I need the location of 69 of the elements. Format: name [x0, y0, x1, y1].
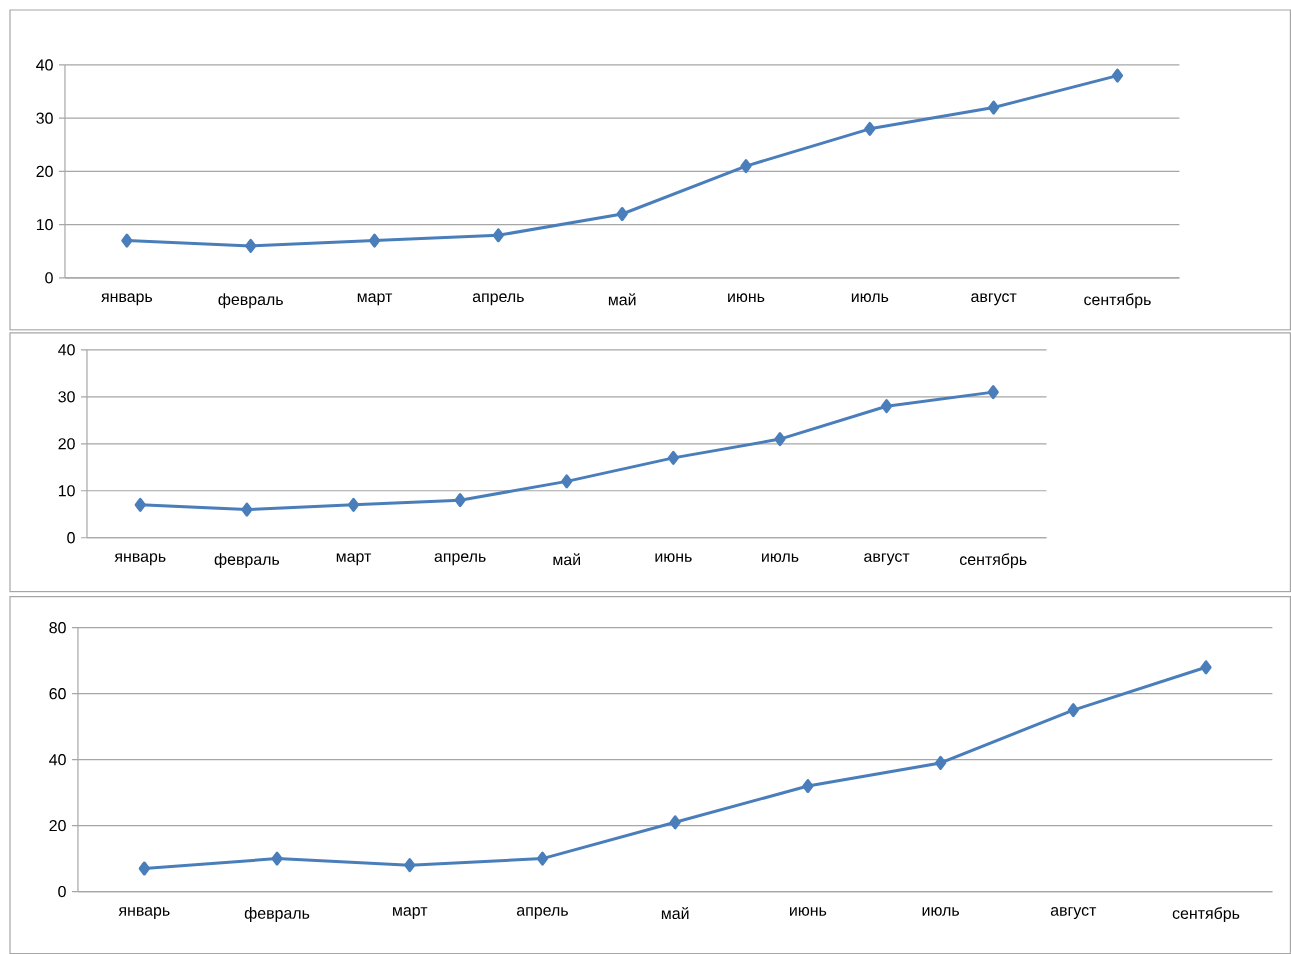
x-tick-label: май [608, 293, 636, 306]
point [740, 159, 752, 174]
y-tick-label: 0 [67, 532, 75, 544]
x-tick-label: сентябрь [1172, 907, 1240, 923]
x-tick-label: август [1050, 907, 1097, 919]
point [1200, 660, 1212, 675]
x-tick-label: сентябрь [1084, 293, 1151, 309]
point [134, 497, 146, 512]
x-tick-label: август [864, 553, 910, 566]
point [669, 815, 681, 830]
x-tick-label: август [971, 293, 1017, 306]
point [934, 755, 947, 770]
point [404, 858, 416, 873]
x-tick-label: май [553, 553, 580, 566]
x-tick-label: март [393, 907, 428, 919]
x-tick-label: июль [762, 553, 799, 562]
point [121, 233, 133, 248]
point [988, 100, 1000, 115]
point [368, 233, 381, 248]
y-tick-label: 30 [58, 391, 75, 403]
point [492, 228, 504, 243]
point [241, 502, 253, 517]
x-tick-label: январь [101, 293, 153, 306]
x-tick-label: апрель [472, 293, 524, 306]
x-tick-label: июль [922, 907, 960, 916]
y-tick-label: 30 [36, 112, 53, 124]
point [880, 399, 893, 414]
x-tick-label: июнь [790, 907, 827, 916]
point [138, 861, 150, 876]
x-tick-label: сентябрь [959, 553, 1027, 569]
y-tick-label: 20 [58, 438, 75, 450]
y-tick-label: 20 [49, 819, 66, 832]
point [271, 851, 283, 866]
x-tick-label: январь [118, 907, 170, 919]
point [616, 206, 628, 221]
point [774, 432, 786, 447]
point [1067, 703, 1079, 718]
y-tick-label: 40 [36, 59, 53, 71]
y-tick-label: 80 [49, 622, 66, 634]
x-tick-label: июнь [655, 553, 692, 562]
y-tick-label: 0 [58, 885, 66, 898]
x-tick-label: июнь [728, 293, 765, 303]
point [1111, 68, 1124, 83]
x-tick-label: март [357, 293, 393, 306]
y-tick-label: 10 [58, 485, 75, 497]
point [245, 238, 257, 253]
point [864, 121, 876, 136]
point [802, 778, 814, 793]
x-tick-label: май [661, 907, 689, 919]
x-tick-label: январь [114, 553, 166, 566]
point [667, 450, 679, 465]
point [454, 493, 466, 508]
y-tick-label: 40 [49, 753, 66, 766]
y-tick-label: 20 [36, 165, 53, 177]
x-tick-label: апрель [434, 553, 486, 566]
x-tick-label: апрель [516, 907, 568, 919]
point [536, 851, 549, 866]
y-tick-label: 0 [45, 272, 53, 284]
x-tick-label: февраль [214, 553, 280, 569]
y-tick-label: 10 [36, 218, 53, 231]
y-tick-label: 40 [58, 344, 75, 356]
point [347, 497, 360, 512]
x-tick-label: февраль [218, 293, 283, 309]
point [561, 474, 573, 489]
x-tick-label: февраль [244, 907, 310, 922]
point [987, 385, 999, 400]
x-tick-label: июль [851, 293, 889, 303]
x-tick-label: март [336, 553, 372, 566]
y-tick-label: 60 [49, 687, 66, 700]
